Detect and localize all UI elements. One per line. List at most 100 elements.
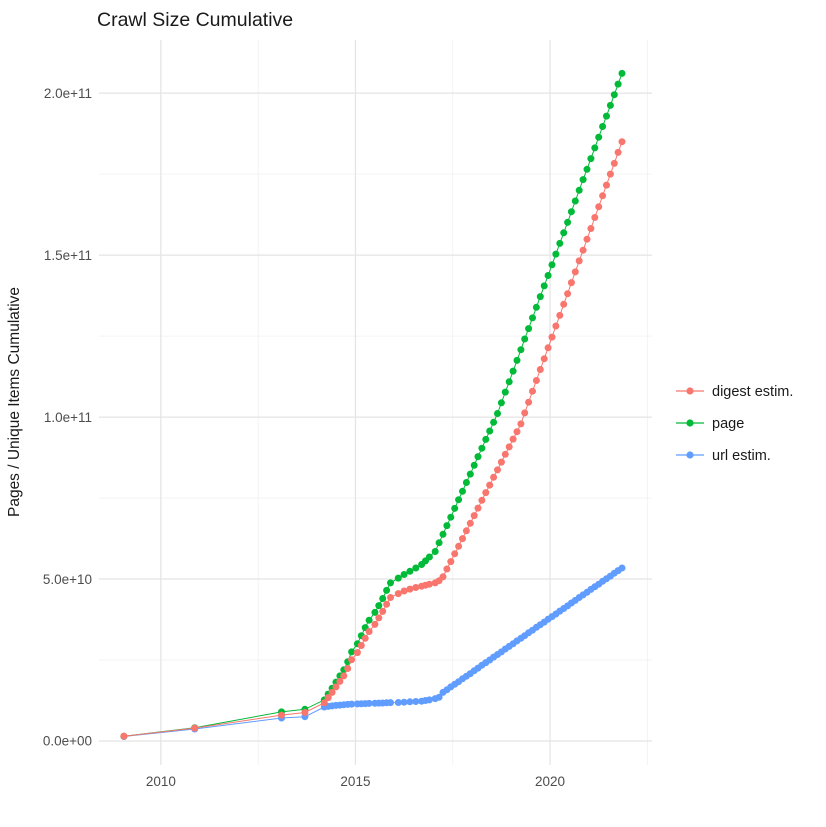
data-point bbox=[447, 513, 455, 521]
data-point bbox=[490, 473, 498, 481]
data-point bbox=[501, 388, 509, 396]
data-point bbox=[610, 91, 618, 99]
data-point bbox=[379, 595, 387, 602]
series-line-url-estim- bbox=[123, 567, 623, 737]
data-point bbox=[375, 602, 383, 610]
data-point bbox=[532, 377, 540, 384]
data-point bbox=[618, 138, 626, 146]
x-tick-label: 2015 bbox=[340, 774, 370, 789]
data-point bbox=[383, 600, 391, 608]
data-point bbox=[583, 165, 591, 173]
data-point bbox=[579, 176, 587, 184]
data-point bbox=[603, 181, 610, 189]
data-point bbox=[328, 688, 336, 696]
legend-item-label: digest estim. bbox=[712, 384, 793, 400]
data-point bbox=[486, 481, 494, 489]
data-point bbox=[587, 225, 595, 232]
data-point bbox=[344, 665, 352, 672]
data-point bbox=[365, 699, 373, 707]
data-point bbox=[536, 293, 544, 301]
data-point bbox=[560, 229, 568, 237]
data-point bbox=[552, 250, 560, 258]
data-point bbox=[301, 709, 309, 716]
data-point bbox=[564, 290, 572, 298]
data-point bbox=[536, 366, 544, 373]
data-point bbox=[332, 683, 340, 691]
data-point bbox=[387, 579, 394, 587]
data-point bbox=[591, 144, 599, 152]
y-tick-label: 0.0e+00 bbox=[43, 734, 92, 749]
data-point bbox=[466, 470, 474, 478]
legend-key-dot bbox=[686, 387, 694, 395]
data-point bbox=[478, 444, 486, 452]
data-point bbox=[439, 573, 447, 581]
data-point bbox=[599, 123, 607, 130]
data-point bbox=[583, 235, 591, 243]
data-point bbox=[191, 724, 199, 732]
legend: digest estim. page url estim. bbox=[676, 384, 793, 464]
data-point bbox=[474, 504, 482, 512]
data-point bbox=[431, 548, 439, 555]
axis-layer: Crawl Size Cumulative Pages / Unique Ite… bbox=[6, 9, 565, 789]
data-point bbox=[606, 170, 614, 178]
data-point bbox=[482, 489, 490, 497]
data-point bbox=[455, 496, 463, 504]
data-point bbox=[365, 616, 373, 624]
data-point bbox=[575, 257, 583, 265]
data-point bbox=[470, 512, 478, 520]
data-point bbox=[517, 420, 525, 428]
data-point bbox=[455, 542, 463, 550]
data-point bbox=[614, 80, 622, 88]
data-point bbox=[595, 203, 603, 211]
series-line-page bbox=[123, 73, 623, 737]
data-point bbox=[348, 656, 356, 664]
data-point bbox=[365, 628, 373, 635]
data-point bbox=[425, 553, 433, 561]
data-point bbox=[591, 214, 599, 221]
data-point bbox=[387, 699, 394, 707]
data-point bbox=[470, 461, 478, 469]
data-point bbox=[544, 272, 552, 279]
data-point bbox=[571, 197, 579, 205]
data-point bbox=[525, 398, 533, 406]
data-point bbox=[505, 378, 513, 386]
data-point bbox=[324, 694, 332, 702]
data-point bbox=[560, 300, 568, 308]
data-point bbox=[478, 496, 486, 504]
data-point bbox=[394, 574, 402, 582]
data-point bbox=[606, 101, 614, 109]
data-point bbox=[320, 699, 328, 707]
data-point bbox=[610, 159, 618, 167]
data-point bbox=[353, 649, 361, 657]
legend-item-label: page bbox=[712, 416, 744, 432]
data-point bbox=[587, 155, 595, 163]
data-point bbox=[482, 435, 490, 443]
legend-item-label: url estim. bbox=[712, 448, 771, 464]
data-point bbox=[529, 314, 536, 322]
data-point bbox=[451, 550, 459, 558]
data-point bbox=[564, 218, 572, 226]
data-point bbox=[548, 333, 556, 341]
data-point bbox=[425, 580, 433, 588]
data-point bbox=[497, 399, 505, 407]
data-point bbox=[525, 325, 533, 333]
data-point bbox=[447, 558, 455, 566]
data-point bbox=[532, 303, 540, 311]
data-point bbox=[462, 527, 470, 535]
data-point bbox=[451, 504, 459, 512]
data-point bbox=[336, 677, 344, 685]
data-point bbox=[435, 539, 443, 547]
data-point bbox=[579, 246, 587, 254]
data-point bbox=[509, 367, 517, 375]
data-point bbox=[552, 322, 560, 330]
data-point bbox=[509, 435, 517, 443]
data-point bbox=[556, 239, 564, 247]
data-point bbox=[474, 453, 482, 461]
data-point bbox=[379, 607, 387, 615]
data-point bbox=[375, 614, 383, 622]
data-point bbox=[394, 590, 402, 598]
data-point bbox=[571, 268, 579, 276]
data-point bbox=[371, 620, 379, 628]
